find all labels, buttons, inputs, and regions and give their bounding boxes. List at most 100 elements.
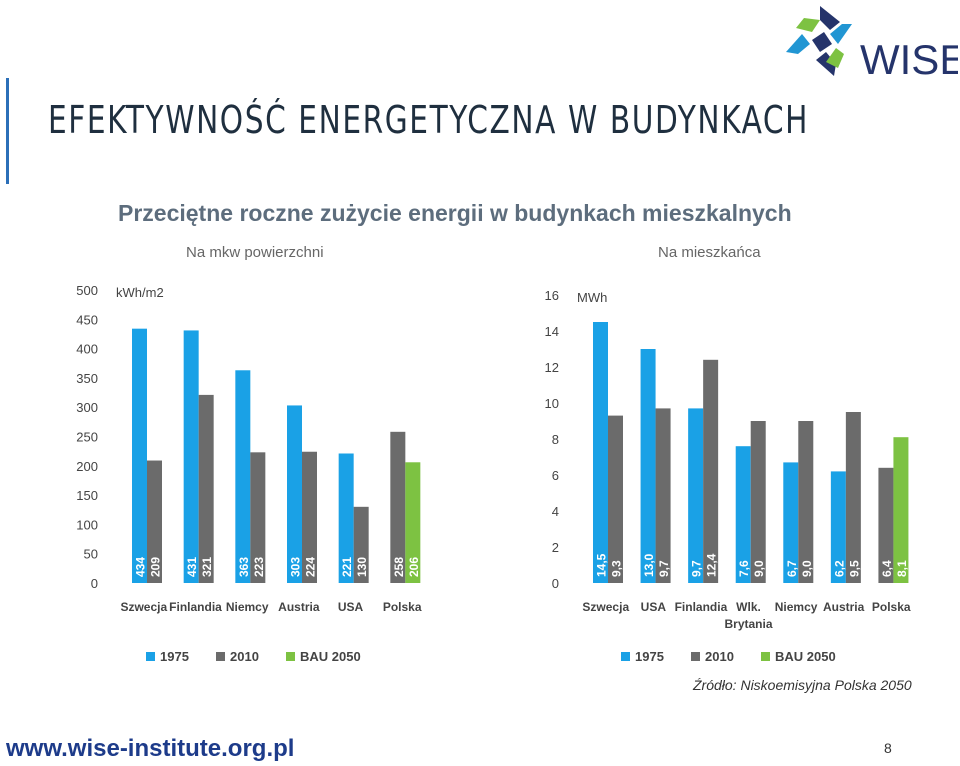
- right-data-label: 9,0: [800, 560, 814, 577]
- right-category-label: Polska: [872, 600, 911, 614]
- right-bar: [593, 322, 608, 583]
- right-data-label: 6,7: [785, 560, 799, 577]
- right-category-label: Finlandia: [675, 600, 728, 614]
- right-category-label: Szwecja: [582, 600, 629, 614]
- left-data-label: 224: [304, 557, 318, 577]
- left-bar: [353, 506, 369, 583]
- right-legend-label: 2010: [705, 649, 734, 664]
- right-ytick-label: 12: [545, 360, 559, 375]
- left-data-label: 431: [185, 557, 199, 577]
- source-note: Źródło: Niskoemisyjna Polska 2050: [693, 677, 912, 693]
- right-category-label: Niemcy: [775, 600, 818, 614]
- right-legend-swatch: [691, 652, 700, 661]
- left-bar: [250, 452, 266, 583]
- right-bar: [703, 359, 719, 583]
- left-ytick-label: 400: [76, 342, 98, 357]
- left-data-label: 223: [252, 557, 266, 577]
- left-legend-label: 1975: [160, 649, 189, 664]
- right-data-label: 9,0: [752, 560, 766, 577]
- right-bar: [608, 415, 623, 583]
- right-ytick-label: 6: [552, 468, 559, 483]
- left-category-label: USA: [338, 600, 364, 614]
- right-bar: [783, 462, 799, 583]
- left-bar: [235, 370, 251, 583]
- left-ytick-label: 250: [76, 430, 98, 445]
- right-data-label: 12,4: [705, 553, 719, 577]
- right-ytick-label: 8: [552, 432, 559, 447]
- left-bar: [390, 431, 406, 583]
- page-number: 8: [884, 740, 892, 756]
- right-legend-label: 1975: [635, 649, 664, 664]
- accent-bar: [6, 78, 9, 184]
- right-category-label: Wlk.: [736, 600, 761, 614]
- panel-title-area: Na mkw powierzchni: [186, 244, 324, 261]
- chart-subtitle: Przeciętne roczne zużycie energii w budy…: [118, 200, 792, 226]
- panel-title-person: Na mieszkańca: [658, 244, 761, 261]
- left-category-label: Szwecja: [120, 600, 167, 614]
- left-data-label: 209: [149, 557, 163, 577]
- right-bar: [688, 408, 704, 583]
- left-legend-swatch: [146, 652, 155, 661]
- right-data-label: 9,3: [610, 560, 624, 577]
- left-bar: [198, 394, 214, 583]
- right-bar: [750, 421, 766, 583]
- wise-logo: WISE: [786, 6, 958, 80]
- left-legend-swatch: [216, 652, 225, 661]
- right-bar: [640, 349, 656, 583]
- left-ytick-label: 200: [76, 459, 98, 474]
- left-category-label: Polska: [383, 600, 422, 614]
- left-data-label: 321: [200, 557, 214, 577]
- left-ytick-label: 100: [76, 517, 98, 532]
- right-ytick-label: 2: [552, 540, 559, 555]
- left-bar: [338, 453, 354, 583]
- right-data-label: 9,5: [847, 560, 861, 577]
- right-bar: [655, 408, 671, 583]
- left-bar: [147, 460, 162, 583]
- left-data-label: 303: [289, 557, 303, 577]
- wise-logo-icon: [786, 6, 852, 76]
- left-data-label: 221: [340, 557, 354, 577]
- right-data-label: 13,0: [642, 553, 656, 577]
- left-legend-swatch: [286, 652, 295, 661]
- left-unit-label: kWh/m2: [116, 285, 164, 300]
- right-bar: [845, 412, 861, 583]
- left-ytick-label: 450: [76, 312, 98, 327]
- right-bar: [830, 471, 846, 583]
- right-bar: [878, 467, 894, 583]
- right-legend-swatch: [621, 652, 630, 661]
- left-category-label: Austria: [278, 600, 320, 614]
- footer-url[interactable]: www.wise-institute.org.pl: [6, 735, 295, 762]
- right-bar: [798, 421, 814, 583]
- left-data-label: 206: [407, 557, 421, 577]
- right-data-label: 7,6: [737, 560, 751, 577]
- right-bar: [735, 446, 751, 583]
- left-category-label: Niemcy: [226, 600, 269, 614]
- right-ytick-label: 14: [545, 324, 559, 339]
- right-data-label: 9,7: [690, 560, 704, 577]
- left-bar: [183, 330, 199, 583]
- left-bar: [287, 405, 302, 583]
- page-title: EFEKTYWNOŚĆ ENERGETYCZNA W BUDYNKACH: [48, 98, 810, 142]
- left-ytick-label: 350: [76, 371, 98, 386]
- left-category-label: Finlandia: [169, 600, 222, 614]
- right-data-label: 9,7: [657, 560, 671, 577]
- right-ytick-label: 10: [545, 396, 559, 411]
- right-category-label: Austria: [823, 600, 865, 614]
- right-category-label: USA: [641, 600, 667, 614]
- left-ytick-label: 300: [76, 400, 98, 415]
- right-data-label: 8,1: [895, 560, 909, 577]
- left-ytick-label: 150: [76, 488, 98, 503]
- left-legend-label: 2010: [230, 649, 259, 664]
- right-data-label: 14,5: [595, 553, 609, 577]
- right-ytick-label: 0: [552, 576, 559, 591]
- left-ytick-label: 500: [76, 283, 98, 298]
- left-data-label: 363: [237, 557, 251, 577]
- right-ytick-label: 16: [545, 288, 559, 303]
- left-data-label: 130: [355, 557, 369, 577]
- right-data-label: 6,4: [880, 560, 894, 577]
- right-data-label: 6,2: [832, 560, 846, 577]
- left-data-label: 434: [134, 557, 148, 577]
- left-data-label: 258: [392, 557, 406, 577]
